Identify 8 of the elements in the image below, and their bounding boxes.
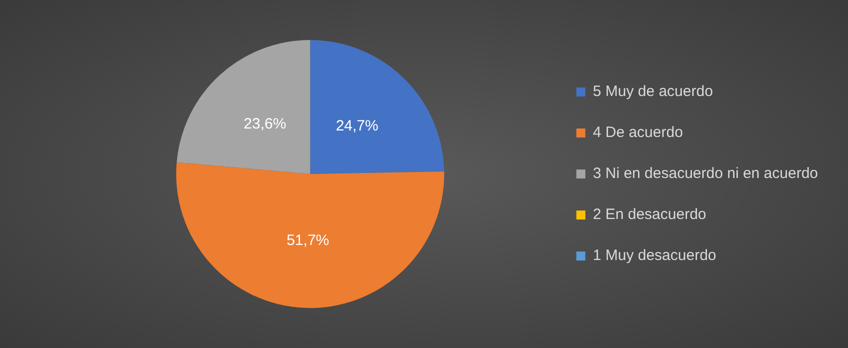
legend-label: 3 Ni en desacuerdo ni en acuerdo bbox=[592, 165, 818, 182]
legend-label: 4 De acuerdo bbox=[592, 124, 683, 142]
data-label: 24,7% bbox=[336, 117, 378, 134]
legend-label: 1 Muy desacuerdo bbox=[592, 247, 716, 264]
legend-label: 5 Muy de acuerdo bbox=[592, 83, 713, 100]
legend-label: 2 En desacuerdo bbox=[592, 206, 706, 224]
data-label: 23,6% bbox=[244, 116, 286, 133]
data-label: 51,7% bbox=[286, 232, 330, 250]
